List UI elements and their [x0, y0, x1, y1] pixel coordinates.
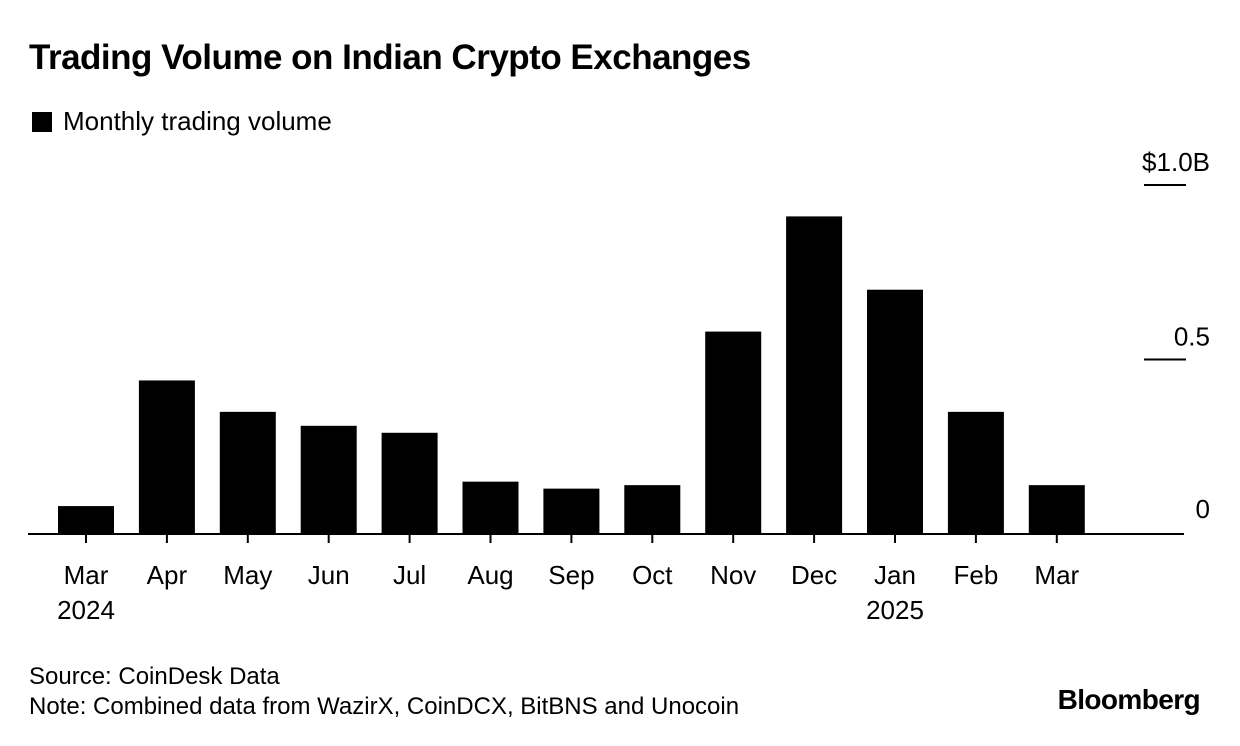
bar [705, 331, 762, 534]
y-tick-label: 0 [1196, 494, 1210, 524]
bar [219, 411, 276, 534]
x-tick-label: Mar [1034, 560, 1079, 590]
x-tick-label: Sep [548, 560, 594, 590]
legend-swatch [32, 111, 52, 132]
bar [947, 411, 1004, 534]
x-tick-label: Apr [147, 560, 188, 590]
x-tick-label: Aug [467, 560, 513, 590]
x-tick-label: Feb [953, 560, 998, 590]
bar [624, 485, 681, 534]
y-tick-label: $1.0B [1142, 147, 1210, 177]
legend-label: Monthly trading volume [63, 106, 332, 136]
x-year-label: 2025 [866, 595, 924, 625]
y-tick-label: 0.5 [1174, 322, 1210, 352]
bar [300, 425, 357, 534]
x-tick-label: Jun [308, 560, 350, 590]
bar [786, 216, 843, 534]
bar [462, 481, 519, 534]
bar [867, 289, 923, 534]
bloomberg-logo: Bloomberg [1057, 684, 1201, 715]
legend: Monthly trading volume [32, 106, 332, 137]
data-note: Note: Combined data from WazirX, CoinDCX… [29, 693, 740, 720]
source-note: Source: CoinDesk Data [29, 663, 280, 690]
chart-footer: Source: CoinDesk Data Note: Combined dat… [29, 662, 739, 722]
x-tick-label: Nov [710, 560, 756, 590]
x-tick-label: Jul [393, 560, 426, 590]
bar [58, 506, 114, 534]
bar [381, 432, 438, 534]
bar [543, 488, 600, 534]
chart-title: Trading Volume on Indian Crypto Exchange… [29, 38, 751, 77]
x-tick-label: Mar [64, 560, 109, 590]
x-tick-label: Oct [632, 560, 673, 590]
bar [138, 380, 195, 534]
x-tick-label: Dec [791, 560, 837, 590]
x-tick-label: May [223, 560, 272, 590]
x-year-label: 2024 [57, 595, 115, 625]
x-tick-label: Jan [874, 560, 916, 590]
bar [1028, 485, 1085, 534]
